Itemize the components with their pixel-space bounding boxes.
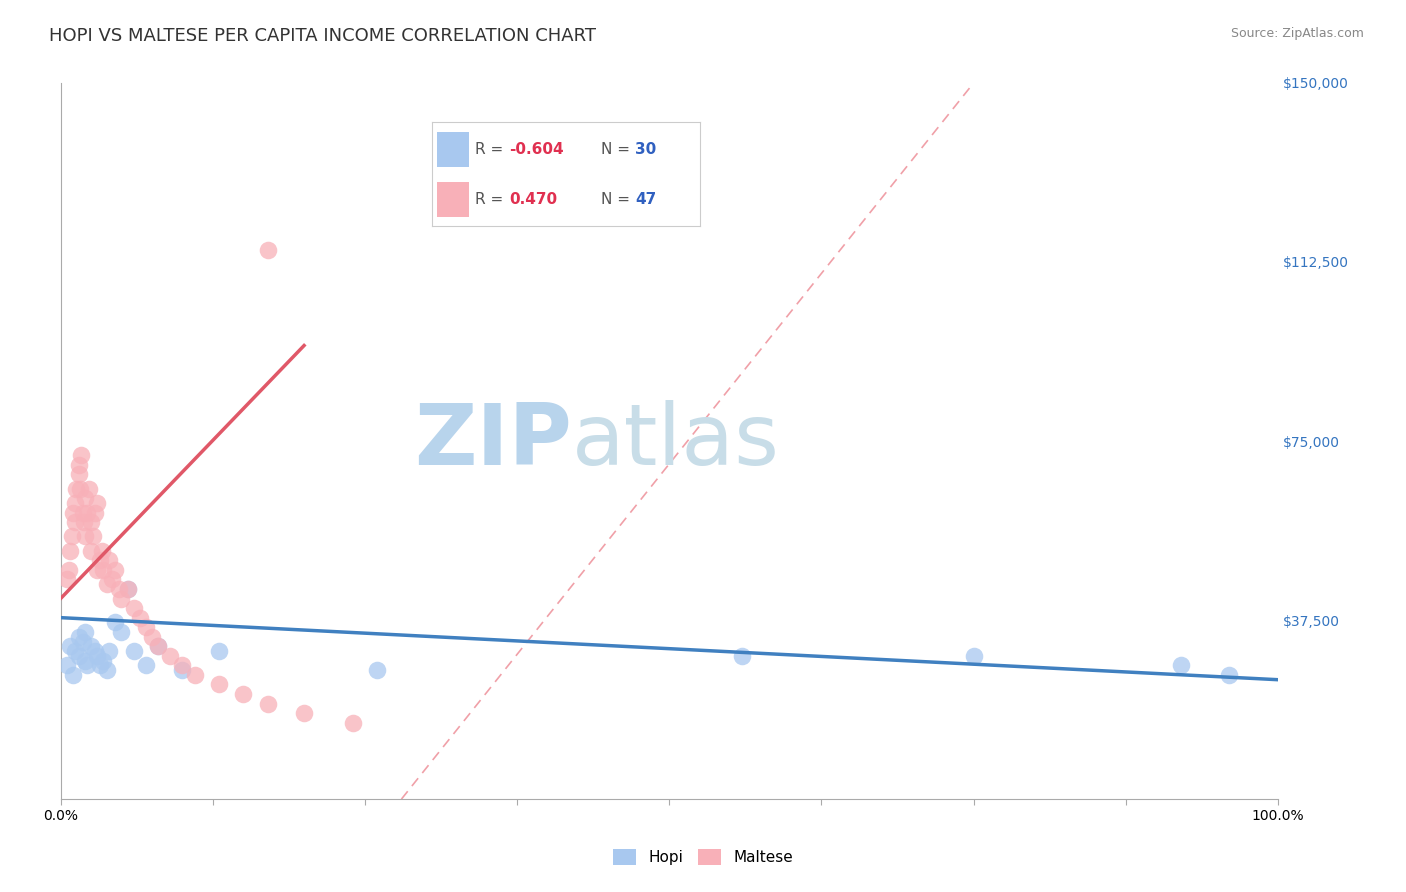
Point (59, 543, 82, 558)
Point (342, 715, 364, 730)
Point (60, 529, 83, 543)
Point (67, 467, 90, 482)
Point (232, 687, 254, 701)
Point (122, 601, 145, 615)
Point (731, 648, 754, 663)
Point (73, 515, 96, 529)
Point (62, 668, 84, 682)
Point (83, 644, 105, 658)
Point (59, 640, 82, 654)
Point (110, 591, 132, 606)
Point (208, 677, 231, 691)
Point (141, 630, 163, 644)
Point (292, 706, 315, 720)
Point (86, 648, 108, 663)
Point (1218, 668, 1240, 682)
Text: ZIP: ZIP (415, 400, 572, 483)
Point (69, 482, 91, 496)
Point (65, 515, 87, 529)
Point (65, 482, 87, 496)
Point (80, 543, 103, 558)
Point (80, 640, 103, 654)
Point (159, 648, 181, 663)
Point (146, 640, 169, 654)
Point (73, 624, 96, 639)
Point (146, 640, 169, 654)
Point (70, 448, 93, 462)
Point (366, 663, 388, 677)
Point (76, 658, 98, 673)
Point (67, 458, 90, 472)
Point (117, 582, 139, 596)
Point (122, 644, 145, 658)
Point (73, 491, 96, 506)
Text: HOPI VS MALTESE PER CAPITA INCOME CORRELATION CHART: HOPI VS MALTESE PER CAPITA INCOME CORREL… (49, 27, 596, 45)
Point (256, 243, 278, 257)
Point (91, 563, 114, 577)
Text: atlas: atlas (572, 400, 780, 483)
Point (83, 506, 105, 520)
Point (96, 663, 118, 677)
Point (65, 496, 87, 510)
Point (89, 658, 111, 673)
Point (172, 663, 194, 677)
Point (183, 668, 205, 682)
Point (98, 553, 121, 567)
Point (76, 506, 98, 520)
Point (135, 658, 157, 673)
Point (73, 529, 96, 543)
Point (67, 630, 90, 644)
Point (73, 654, 96, 668)
Point (91, 543, 114, 558)
Point (962, 648, 984, 663)
Point (55, 658, 77, 673)
Point (65, 644, 87, 658)
Point (1170, 658, 1192, 673)
Point (91, 654, 114, 668)
Point (55, 573, 77, 587)
Point (72, 506, 94, 520)
Point (67, 648, 90, 663)
Point (208, 644, 231, 658)
Point (104, 615, 127, 630)
Point (62, 506, 84, 520)
Point (172, 658, 194, 673)
Point (86, 496, 108, 510)
Point (256, 697, 278, 711)
Point (72, 634, 94, 648)
Point (89, 553, 111, 567)
Point (86, 563, 108, 577)
Point (117, 582, 139, 596)
Point (98, 644, 121, 658)
Text: Source: ZipAtlas.com: Source: ZipAtlas.com (1230, 27, 1364, 40)
Point (77, 482, 100, 496)
Point (110, 624, 132, 639)
Point (96, 577, 118, 591)
Point (108, 582, 131, 596)
Point (104, 563, 127, 577)
Point (128, 610, 150, 624)
Point (100, 573, 122, 587)
Legend: Hopi, Maltese: Hopi, Maltese (607, 843, 799, 871)
Point (80, 515, 103, 529)
Point (58, 563, 80, 577)
Point (82, 529, 104, 543)
Point (135, 620, 157, 634)
